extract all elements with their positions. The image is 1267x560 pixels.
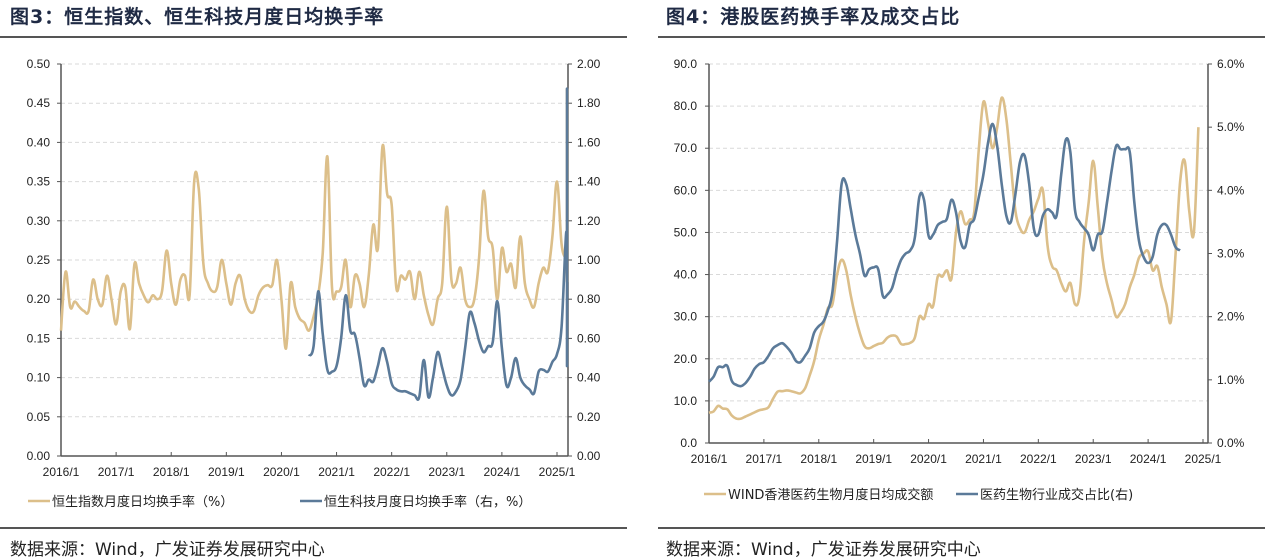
fig3-x-tick-label: 2021/1 bbox=[318, 465, 355, 479]
fig4-legend-label-1: 医药生物行业成交占比(右) bbox=[980, 487, 1133, 503]
fig4-y2-tick-label: 4.0% bbox=[1217, 183, 1245, 197]
fig3-y-tick-label: 0.25 bbox=[27, 253, 51, 267]
fig4-y2-tick-label: 1.0% bbox=[1217, 373, 1245, 387]
fig4-y2-tick-label: 6.0% bbox=[1217, 57, 1245, 71]
fig4-x-tick-label: 2020/1 bbox=[910, 452, 947, 466]
fig4-y2-tick-label: 3.0% bbox=[1217, 247, 1245, 261]
fig4-x-tick-label: 2017/1 bbox=[746, 452, 783, 466]
fig3-y2-tick-label: 0.40 bbox=[577, 371, 601, 385]
figure-4-chart: 0.0 10.0 20.0 30.0 40.0 50.0 60.0 70.0 80.0 90.0 0… bbox=[674, 57, 1245, 503]
fig3-legend-label-1: 恒生科技月度日均换手率（右，%） bbox=[324, 494, 531, 510]
figure-4-panel: 图4：港股医药换手率及成交占比 0.0 10.0 20.0 30.0 40.0 50.0 6… bbox=[640, 0, 1267, 560]
fig3-x-tick-label: 2022/1 bbox=[373, 465, 410, 479]
fig3-y-tick-label: 0.40 bbox=[27, 135, 51, 149]
fig3-y2-tick-label: 0.20 bbox=[577, 410, 601, 424]
fig3-y2-tick-label: 1.20 bbox=[577, 214, 601, 228]
fig4-x-tick-label: 2019/1 bbox=[855, 452, 892, 466]
fig4-x-tick-label: 2024/1 bbox=[1130, 452, 1167, 466]
fig3-y-tick-label: 0.15 bbox=[27, 331, 51, 345]
fig4-y-tick-label: 80.0 bbox=[674, 99, 698, 113]
fig4-y-tick-label: 10.0 bbox=[674, 394, 698, 408]
fig3-y2-tick-label: 1.40 bbox=[577, 175, 601, 189]
fig4-y-tick-label: 90.0 bbox=[674, 57, 698, 71]
fig4-y-tick-label: 20.0 bbox=[674, 352, 698, 366]
fig3-x-tick-label: 2016/1 bbox=[43, 465, 80, 479]
fig4-y2-tick-label: 0.0% bbox=[1217, 436, 1245, 450]
fig3-x-tick-label: 2023/1 bbox=[428, 465, 465, 479]
fig4-y-tick-label: 30.0 bbox=[674, 310, 698, 324]
fig3-legend-label-0: 恒生指数月度日均换手率（%） bbox=[52, 494, 233, 510]
fig4-x-tick-label: 2021/1 bbox=[965, 452, 1002, 466]
figure-4-top-rule bbox=[658, 36, 1265, 38]
figure-4-title: 图4：港股医药换手率及成交占比 bbox=[666, 6, 961, 28]
figure-4-bottom-rule bbox=[658, 527, 1265, 529]
fig4-y-tick-label: 40.0 bbox=[674, 268, 698, 282]
fig3-y-tick-label: 0.50 bbox=[27, 57, 51, 71]
fig3-x-tick-label: 2017/1 bbox=[98, 465, 135, 479]
fig3-x-tick-label: 2019/1 bbox=[208, 465, 245, 479]
fig3-y2-tick-label: 0.80 bbox=[577, 292, 601, 306]
fig4-y-tick-label: 60.0 bbox=[674, 183, 698, 197]
fig3-y2-tick-label: 0.60 bbox=[577, 331, 601, 345]
fig4-x-tick-label: 2018/1 bbox=[800, 452, 837, 466]
fig3-series-line-0 bbox=[59, 88, 569, 350]
figure-3-panel: 图3：恒生指数、恒生科技月度日均换手率 0.00 0.05 0.10 0.15 0.20… bbox=[0, 0, 630, 560]
fig4-x-tick-label: 2025/1 bbox=[1185, 452, 1222, 466]
fig3-y2-tick-label: 1.60 bbox=[577, 135, 601, 149]
fig4-y-tick-label: 50.0 bbox=[674, 225, 698, 239]
figure-3-source: 数据来源：Wind，广发证券发展研究中心 bbox=[10, 540, 325, 560]
fig3-y-tick-label: 0.00 bbox=[27, 449, 51, 463]
fig3-y2-tick-label: 0.00 bbox=[577, 449, 601, 463]
fig3-x-tick-label: 2020/1 bbox=[263, 465, 300, 479]
fig3-y-tick-label: 0.05 bbox=[27, 410, 51, 424]
fig4-x-tick-label: 2016/1 bbox=[691, 452, 728, 466]
fig4-series-line-1 bbox=[708, 122, 1181, 388]
fig3-x-tick-label: 2024/1 bbox=[484, 465, 521, 479]
figure-4-source: 数据来源：Wind，广发证券发展研究中心 bbox=[666, 540, 981, 560]
figure-3-top-rule bbox=[0, 36, 627, 38]
figure-3-title: 图3：恒生指数、恒生科技月度日均换手率 bbox=[10, 6, 385, 28]
fig4-x-tick-label: 2023/1 bbox=[1075, 452, 1112, 466]
fig3-y-tick-label: 0.20 bbox=[27, 292, 51, 306]
fig3-y-tick-label: 0.10 bbox=[27, 371, 51, 385]
fig3-y-tick-label: 0.35 bbox=[27, 175, 51, 189]
fig4-y-tick-label: 70.0 bbox=[674, 141, 698, 155]
figure-3-bottom-rule bbox=[0, 527, 627, 529]
fig3-y-tick-label: 0.45 bbox=[27, 96, 51, 110]
fig3-x-tick-label: 2025/1 bbox=[539, 465, 576, 479]
figure-3-chart: 0.00 0.05 0.10 0.15 0.20 0.25 0.30 0.35 0.40 0.45… bbox=[27, 57, 601, 510]
fig3-x-tick-label: 2018/1 bbox=[153, 465, 190, 479]
fig4-series-line-0 bbox=[708, 96, 1200, 421]
fig3-y2-tick-label: 1.00 bbox=[577, 253, 601, 267]
fig3-y-tick-label: 0.30 bbox=[27, 214, 51, 228]
fig4-y2-tick-label: 2.0% bbox=[1217, 310, 1245, 324]
fig4-x-tick-label: 2022/1 bbox=[1020, 452, 1057, 466]
fig4-legend-label-0: WIND香港医药生物月度日均成交额 bbox=[728, 487, 933, 503]
fig4-y-tick-label: 0.0 bbox=[680, 436, 697, 450]
fig3-series-line-1 bbox=[307, 87, 569, 401]
fig4-y2-tick-label: 5.0% bbox=[1217, 120, 1245, 134]
fig3-y2-tick-label: 1.80 bbox=[577, 96, 601, 110]
fig3-y2-tick-label: 2.00 bbox=[577, 57, 601, 71]
